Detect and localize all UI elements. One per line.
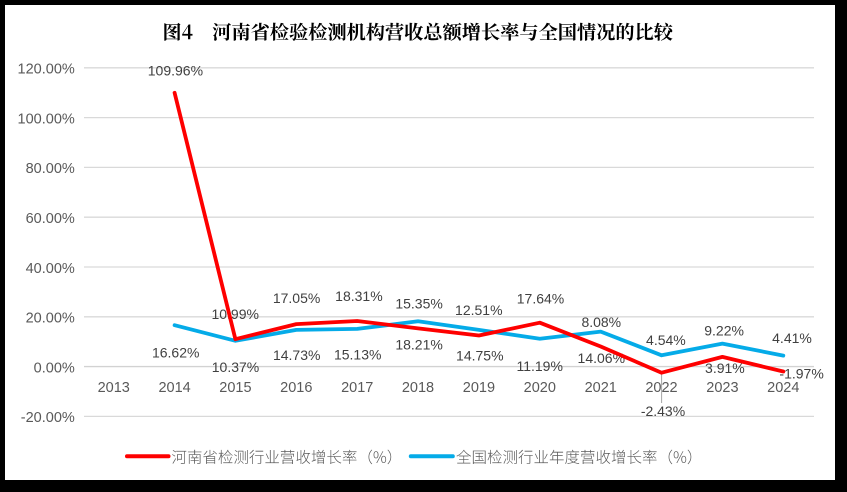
svg-text:3.91%: 3.91% bbox=[705, 360, 745, 376]
svg-text:18.21%: 18.21% bbox=[395, 336, 442, 352]
svg-text:8.08%: 8.08% bbox=[581, 314, 621, 330]
svg-text:10.37%: 10.37% bbox=[212, 359, 259, 375]
svg-text:12.51%: 12.51% bbox=[455, 302, 502, 318]
svg-text:10.99%: 10.99% bbox=[211, 306, 258, 322]
svg-text:18.31%: 18.31% bbox=[335, 288, 382, 304]
svg-text:16.62%: 16.62% bbox=[152, 345, 199, 361]
svg-text:17.64%: 17.64% bbox=[517, 291, 564, 307]
svg-text:2015: 2015 bbox=[219, 380, 251, 396]
svg-text:2018: 2018 bbox=[402, 380, 434, 396]
svg-text:14.06%: 14.06% bbox=[578, 350, 625, 366]
svg-text:-20.00%: -20.00% bbox=[21, 410, 75, 426]
svg-text:2021: 2021 bbox=[585, 380, 617, 396]
svg-text:2016: 2016 bbox=[280, 380, 312, 396]
svg-text:14.75%: 14.75% bbox=[456, 348, 503, 364]
svg-text:-2.43%: -2.43% bbox=[641, 403, 685, 419]
svg-text:15.13%: 15.13% bbox=[334, 347, 381, 363]
svg-text:14.73%: 14.73% bbox=[273, 347, 320, 363]
svg-text:2020: 2020 bbox=[524, 380, 556, 396]
svg-text:-1.97%: -1.97% bbox=[779, 366, 823, 382]
svg-text:0.00%: 0.00% bbox=[34, 360, 75, 376]
svg-text:17.05%: 17.05% bbox=[273, 290, 320, 306]
svg-text:2024: 2024 bbox=[767, 380, 799, 396]
svg-text:11.19%: 11.19% bbox=[516, 358, 562, 374]
svg-text:9.22%: 9.22% bbox=[704, 323, 744, 339]
svg-text:2014: 2014 bbox=[158, 380, 190, 396]
svg-text:20.00%: 20.00% bbox=[26, 311, 75, 327]
svg-text:4.54%: 4.54% bbox=[646, 332, 686, 348]
svg-text:4.41%: 4.41% bbox=[772, 330, 812, 346]
svg-text:60.00%: 60.00% bbox=[26, 211, 75, 227]
svg-text:2019: 2019 bbox=[463, 380, 495, 396]
svg-text:2017: 2017 bbox=[341, 380, 373, 396]
svg-text:80.00%: 80.00% bbox=[26, 161, 75, 177]
svg-text:2013: 2013 bbox=[98, 380, 130, 396]
svg-text:15.35%: 15.35% bbox=[395, 295, 442, 311]
svg-text:100.00%: 100.00% bbox=[18, 111, 75, 127]
svg-text:2023: 2023 bbox=[706, 380, 738, 396]
svg-text:109.96%: 109.96% bbox=[148, 63, 203, 79]
svg-text:40.00%: 40.00% bbox=[26, 261, 75, 277]
svg-text:120.00%: 120.00% bbox=[18, 62, 75, 78]
